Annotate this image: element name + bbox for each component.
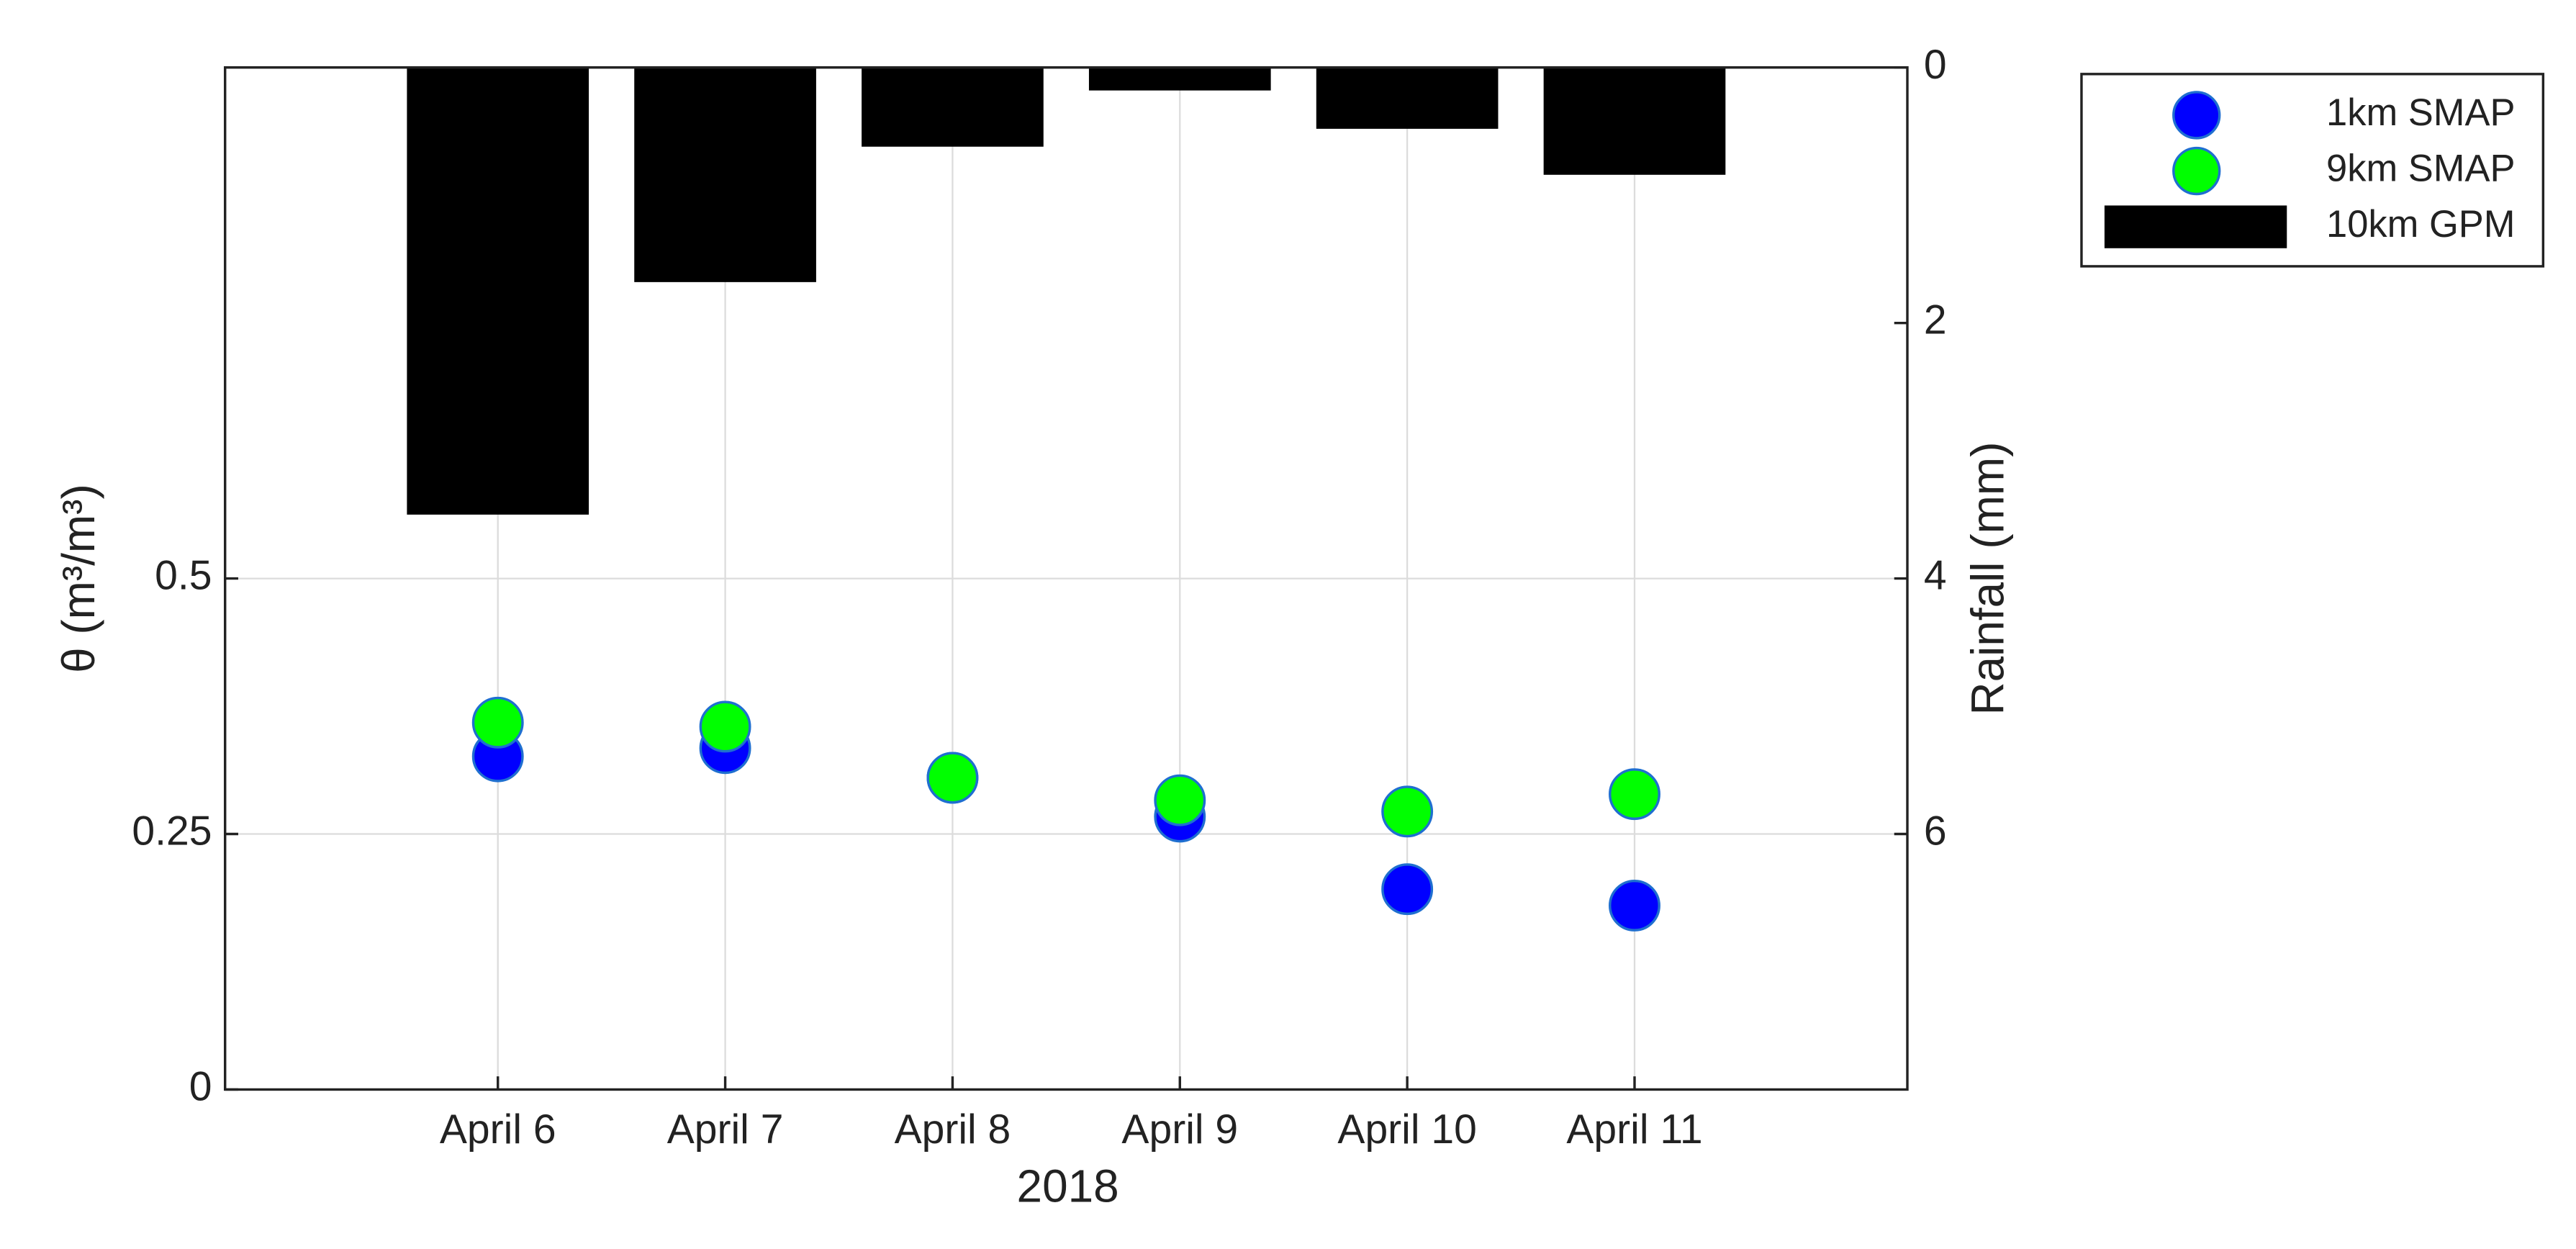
legend-marker [2172,91,2221,140]
bar [862,67,1044,147]
bar [634,67,816,282]
y-tick-label: 0 [189,1064,212,1110]
bar [1543,67,1726,175]
bar [1088,67,1271,91]
legend-label: 1km SMAP [2326,91,2515,134]
bar [1316,67,1499,129]
y-tick-label: 0.5 [155,553,212,599]
legend-swatch [2104,205,2287,248]
scatter-point [1609,768,1660,821]
scatter-point [699,700,751,753]
scatter-point [1381,785,1434,838]
legend-label: 10km GPM [2326,203,2515,245]
y2-tick-label: 0 [1924,42,1947,88]
x-tick-label: April 11 [1566,1106,1702,1153]
y2-tick-label: 2 [1924,297,1947,343]
y2-tick-label: 4 [1924,553,1947,599]
scatter-point [1154,774,1206,826]
x-tick-label: April 6 [440,1106,556,1153]
x-tick-label: April 9 [1121,1106,1238,1153]
scatter-point [471,696,524,749]
x-axis-label: 2018 [1017,1160,1119,1212]
scatter-point [1609,879,1660,932]
x-tick-label: April 8 [895,1106,1011,1153]
legend-label: 9km SMAP [2326,147,2515,189]
x-tick-label: April 7 [667,1106,784,1153]
legend-marker [2172,146,2221,196]
x-tick-label: April 10 [1337,1106,1476,1153]
bar [407,67,589,515]
y2-tick-label: 6 [1924,808,1947,855]
y2-axis-label: Rainfall (mm) [1961,442,2013,716]
scatter-point [926,752,979,804]
y-axis-label: θ (m³/m³) [53,484,104,673]
y-tick-label: 0.25 [132,808,212,855]
plot-frame [223,66,1909,1091]
scatter-point [1381,863,1434,916]
